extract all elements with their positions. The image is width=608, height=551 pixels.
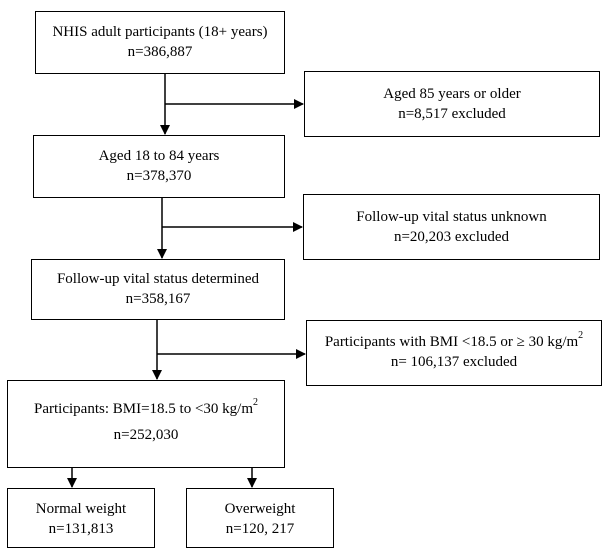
overweight-label: Overweight — [224, 501, 296, 517]
bmi-excluded-count: n= 106,137 excluded — [390, 354, 518, 370]
box-aged-85-excluded: Aged 85 years or older n=8,517 excluded — [304, 71, 600, 137]
box-vital-status-determined: Follow-up vital status determined n=358,… — [31, 259, 285, 320]
aged18to84-count: n=378,370 — [126, 168, 192, 184]
normal-weight-count: n=131,813 — [48, 521, 114, 537]
box-bmi-included: Participants: BMI=18.5 to <30 kg/m2 n=25… — [7, 380, 285, 468]
normal-weight-label: Normal weight — [35, 501, 127, 517]
box-normal-weight: Normal weight n=131,813 — [7, 488, 155, 548]
unknown-status-label: Follow-up vital status unknown — [356, 209, 547, 225]
box-vital-status-unknown: Follow-up vital status unknown n=20,203 … — [303, 194, 600, 260]
box-aged-18-to-84: Aged 18 to 84 years n=378,370 — [33, 135, 285, 198]
nhis-count: n=386,887 — [127, 44, 193, 60]
box-nhis-participants: NHIS adult participants (18+ years) n=38… — [35, 11, 285, 74]
determined-status-label: Follow-up vital status determined — [56, 271, 260, 287]
aged85-label: Aged 85 years or older — [383, 86, 521, 102]
determined-status-count: n=358,167 — [125, 291, 191, 307]
bmi-included-label: Participants: BMI=18.5 to <30 kg/m2 — [34, 397, 258, 418]
unknown-status-count: n=20,203 excluded — [393, 229, 510, 245]
bmi-included-count: n=252,030 — [113, 427, 179, 443]
bmi-excluded-label: Participants with BMI <18.5 or ≥ 30 kg/m… — [324, 330, 584, 351]
overweight-count: n=120, 217 — [225, 521, 295, 537]
nhis-label: NHIS adult participants (18+ years) — [52, 24, 268, 40]
box-overweight: Overweight n=120, 217 — [186, 488, 334, 548]
aged85-count: n=8,517 excluded — [398, 106, 506, 122]
aged18to84-label: Aged 18 to 84 years — [98, 148, 220, 164]
box-bmi-excluded: Participants with BMI <18.5 or ≥ 30 kg/m… — [306, 320, 602, 386]
